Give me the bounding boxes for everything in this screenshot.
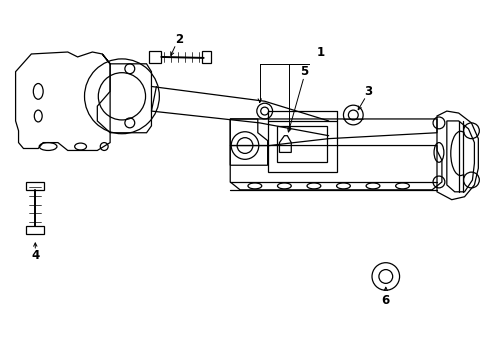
Text: 5: 5 <box>300 65 308 78</box>
Text: 4: 4 <box>31 249 39 262</box>
Text: 1: 1 <box>317 45 325 59</box>
Text: 3: 3 <box>364 85 372 98</box>
Text: 6: 6 <box>382 294 390 307</box>
Text: 2: 2 <box>175 33 183 46</box>
